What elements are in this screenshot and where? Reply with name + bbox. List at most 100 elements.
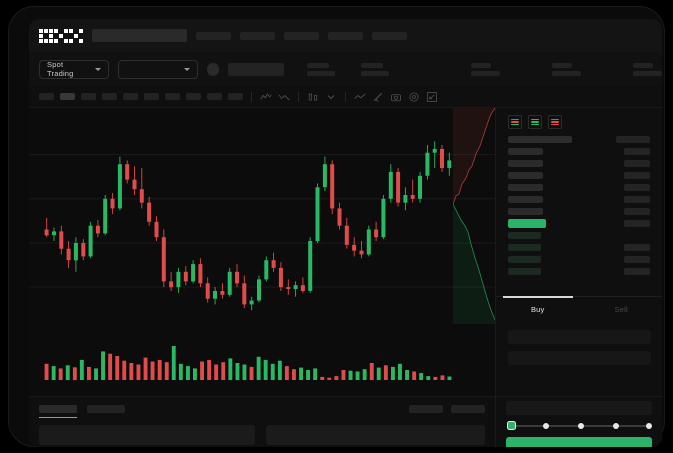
orders-action-1[interactable] <box>409 405 443 413</box>
order-book-header-row <box>508 135 650 144</box>
timeframe-7[interactable] <box>165 93 180 100</box>
order-book-bid-row[interactable] <box>508 255 650 264</box>
slider-stop-25[interactable] <box>543 422 549 429</box>
ask-price <box>508 148 543 155</box>
slider-stop-75[interactable] <box>613 422 619 429</box>
order-book-ask-row[interactable] <box>508 195 650 204</box>
indicator-icon[interactable] <box>278 91 290 103</box>
camera-icon[interactable] <box>390 91 402 103</box>
ask-size <box>624 172 650 179</box>
amount-slider[interactable] <box>506 419 652 433</box>
settings-icon[interactable] <box>408 91 420 103</box>
ask-price <box>508 208 543 215</box>
stat-block-4 <box>552 62 581 76</box>
timeframe-8[interactable] <box>186 93 201 100</box>
timeframe-10[interactable] <box>228 93 243 100</box>
order-book-ask-row[interactable] <box>508 171 650 180</box>
stat-block-1 <box>307 62 335 76</box>
order-book-bid-row[interactable] <box>508 231 650 240</box>
amount-input[interactable] <box>506 401 652 415</box>
trade-submit-panel <box>495 396 662 447</box>
stat-value <box>307 70 335 76</box>
bid-price <box>508 256 541 263</box>
toolbar-divider <box>251 91 252 102</box>
tab-sell-label: Sell <box>614 305 628 314</box>
stat-block-5 <box>633 62 662 76</box>
order-book-ask-row[interactable] <box>508 159 650 168</box>
submit-order-button[interactable] <box>506 437 652 447</box>
chart-toolbar <box>29 86 662 108</box>
nav-item-3[interactable] <box>284 31 319 40</box>
bid-size <box>624 244 650 251</box>
price-chart[interactable] <box>29 108 495 396</box>
stat-label <box>633 62 653 68</box>
stat-value <box>471 70 500 76</box>
fullscreen-icon[interactable] <box>426 91 438 103</box>
trading-pair-select[interactable] <box>117 59 198 79</box>
nav-item-5[interactable] <box>372 31 407 40</box>
order-type-field[interactable] <box>508 330 651 344</box>
bid-size <box>624 232 650 239</box>
last-price-row[interactable] <box>508 219 650 228</box>
timeframe-6[interactable] <box>144 93 159 100</box>
bid-size <box>624 268 650 275</box>
orderbook-asks-icon[interactable] <box>548 115 562 129</box>
stat-value <box>633 70 662 76</box>
orders-panel-right <box>266 425 485 445</box>
stat-block-3 <box>471 62 500 76</box>
bid-price <box>508 244 541 251</box>
slider-stop-50[interactable] <box>578 422 584 429</box>
timeframe-9[interactable] <box>207 93 222 100</box>
orders-action-2[interactable] <box>451 405 485 413</box>
tab-sell[interactable]: Sell <box>580 297 663 322</box>
magnet-icon[interactable] <box>372 91 384 103</box>
candle-type-icon[interactable] <box>307 91 319 103</box>
order-book-bid-row[interactable] <box>508 243 650 252</box>
okx-pixel-logo-icon[interactable] <box>39 28 83 43</box>
chevron-down-icon[interactable] <box>325 91 337 103</box>
market-subbar: Spot Trading <box>29 52 662 86</box>
stat-value <box>361 70 389 76</box>
nav-item-4[interactable] <box>328 31 363 40</box>
timeframe-3[interactable] <box>81 93 96 100</box>
chevron-down-icon <box>94 67 101 71</box>
bid-price <box>508 232 541 239</box>
ask-price <box>508 172 543 179</box>
slider-stop-100[interactable] <box>646 422 652 429</box>
tab-buy[interactable]: Buy <box>496 296 580 322</box>
orderbook-both-icon[interactable] <box>508 115 522 129</box>
trade-form <box>496 322 662 396</box>
nav-item-1[interactable] <box>196 31 231 40</box>
stat-label <box>361 62 383 68</box>
orders-content <box>39 425 485 445</box>
orders-tab-history[interactable] <box>87 405 125 413</box>
stat-label <box>471 62 491 68</box>
ask-size <box>624 196 650 203</box>
ask-price <box>508 184 543 191</box>
order-book-bid-row[interactable] <box>508 267 650 276</box>
trend-line-icon[interactable] <box>354 91 366 103</box>
orders-actions <box>409 405 485 413</box>
timeframe-4[interactable] <box>102 93 117 100</box>
timeframe-5[interactable] <box>123 93 138 100</box>
order-book-ask-row[interactable] <box>508 207 650 216</box>
spot-trading-dropdown[interactable]: Spot Trading <box>39 59 109 79</box>
search-input[interactable] <box>92 29 187 42</box>
ask-size <box>624 148 650 155</box>
slider-handle[interactable] <box>507 421 516 430</box>
line-chart-icon[interactable] <box>260 91 272 103</box>
order-book-ask-row[interactable] <box>508 183 650 192</box>
nav-item-2[interactable] <box>240 31 275 40</box>
candlestick-pane[interactable] <box>29 108 495 324</box>
stat-label <box>552 62 572 68</box>
timeframe-2[interactable] <box>60 93 75 100</box>
price-field[interactable] <box>508 351 651 365</box>
volume-pane <box>44 346 452 381</box>
order-book-ask-row[interactable] <box>508 147 650 156</box>
toolbar-divider <box>298 91 299 102</box>
timeframe-1[interactable] <box>39 93 54 100</box>
orders-tab-open[interactable] <box>39 405 77 418</box>
ask-size <box>624 184 650 191</box>
bid-price <box>508 268 541 275</box>
orderbook-bids-icon[interactable] <box>528 115 542 129</box>
